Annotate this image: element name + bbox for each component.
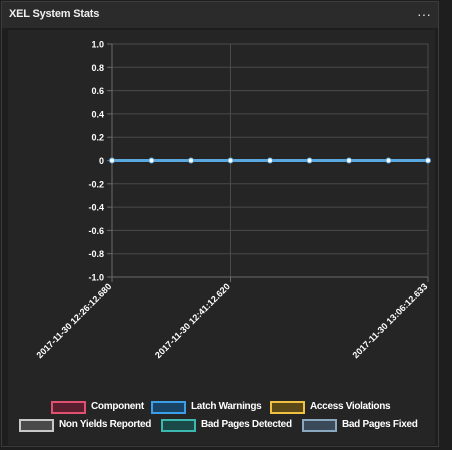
x-tick-label: 2017-11-30 12:41:12.620	[153, 281, 232, 360]
ellipsis-icon[interactable]: ···	[417, 6, 431, 22]
legend-swatch	[151, 401, 186, 414]
y-tick-label: 0.4	[91, 109, 104, 119]
y-tick-label: -0.2	[88, 179, 104, 189]
y-tick-label: -1.0	[88, 273, 104, 283]
y-tick-label: 0.6	[91, 86, 104, 96]
legend-swatch	[19, 419, 54, 432]
legend-swatch	[161, 419, 196, 432]
data-point	[425, 157, 431, 164]
legend-label: Component	[91, 401, 144, 412]
legend-label: Non Yields Reported	[59, 419, 152, 430]
y-tick-label: 1.0	[91, 40, 104, 50]
widget-header: XEL System Stats ···	[2, 2, 438, 28]
y-tick-label: 0	[99, 156, 104, 166]
data-point	[227, 157, 234, 164]
widget-title: XEL System Stats	[9, 8, 100, 20]
legend-label: Bad Pages Detected	[201, 419, 292, 430]
data-point	[306, 157, 313, 164]
legend-swatch	[270, 401, 305, 414]
x-tick-label: 2017-11-30 12:26:12.680	[35, 281, 114, 360]
data-point	[109, 157, 115, 164]
data-point	[188, 157, 194, 164]
data-point	[267, 157, 273, 164]
data-point	[346, 157, 352, 164]
y-tick-label: 0.2	[91, 133, 104, 143]
legend-label: Access Violations	[310, 401, 391, 412]
legend-swatch	[51, 401, 86, 414]
y-tick-label: -0.8	[88, 249, 104, 259]
y-tick-label: -0.6	[88, 226, 104, 236]
legend-label: Bad Pages Fixed	[342, 419, 418, 430]
legend-label: Latch Warnings	[191, 401, 262, 412]
y-tick-label: -0.4	[88, 203, 104, 213]
chart-area: 1.0 0.8 0.6 0.4 0.2 0 -0.2 -0.4 -0.6 -0.8 -1.0 2017…	[8, 30, 435, 445]
legend-swatch	[302, 419, 337, 432]
data-point	[148, 157, 155, 164]
x-tick-label: 2017-11-30 13:06:12.633	[351, 281, 430, 360]
y-tick-label: 0.8	[91, 63, 104, 73]
line-chart: 1.00.80.60.40.20-0.2-0.4-0.6-0.8-1.02017…	[35, 40, 431, 360]
data-point	[385, 157, 392, 164]
xel-system-stats-widget: XEL System Stats ··· 1.0 0.8 0.6 0.4 0.2 0 -0.…	[1, 1, 439, 447]
